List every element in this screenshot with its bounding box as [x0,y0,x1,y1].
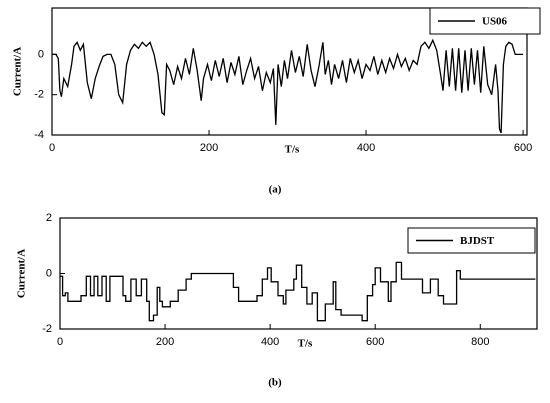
x-tick-label: 200 [200,142,218,154]
plot-frame [51,7,528,136]
x-tick-label: 400 [261,336,279,348]
x-tick-label: 400 [357,142,375,154]
data-line [52,38,524,134]
y-tick-label: 2 [46,212,52,224]
x-tick-label: 600 [366,336,384,348]
x-tick-label: 0 [57,336,63,348]
y-tick-label: -2 [42,323,52,335]
y-tick-label: -4 [34,129,44,141]
x-tick-label: 600 [514,142,532,154]
panel-label: (a) [269,184,282,196]
legend: BJDST [407,227,536,254]
x-tick-label: 200 [156,336,174,348]
x-axis-label: T/s [298,338,313,350]
x-axis-label: T/s [285,144,300,156]
x-tick-label: 800 [471,336,489,348]
y-tick-label: 0 [46,267,52,279]
panel-label: (b) [268,377,282,389]
y-tick-label: 0 [38,48,44,60]
data-line [60,261,536,322]
y-axis-label: Current/A [12,47,24,96]
legend-label: BJDST [460,235,495,247]
y-tick-label: -2 [34,89,44,101]
legend-label: US06 [482,16,508,28]
y-axis-label: Current/A [16,249,28,298]
legend: US06 [429,7,541,35]
x-tick-label: 0 [49,142,55,154]
